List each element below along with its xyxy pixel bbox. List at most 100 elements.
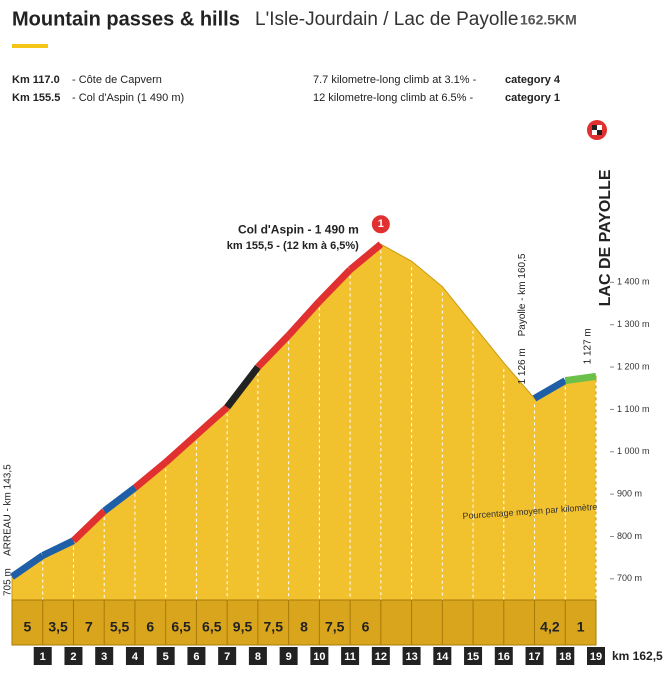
km-tick-box	[341, 647, 360, 665]
km-tick-box	[33, 647, 52, 665]
gradient-segment	[286, 299, 322, 338]
km-tick-box	[494, 647, 513, 665]
km-tick-label: 17	[528, 651, 540, 663]
km-tick-label: 11	[344, 651, 356, 663]
gradient-segment	[132, 459, 168, 491]
km-tick-box	[464, 647, 483, 665]
gradient-label: 8	[300, 619, 308, 635]
km-tick-label: 3	[101, 651, 107, 663]
km-tick-box	[310, 647, 329, 665]
gradient-label: 3,5	[48, 619, 68, 635]
accent-bar	[12, 44, 48, 48]
gradient-label: 9,5	[233, 619, 253, 635]
title: Mountain passes & hills	[12, 8, 240, 30]
finish-flag	[587, 120, 607, 140]
finish-name: LAC DE PAYOLLE	[597, 169, 614, 306]
km-tick-label: 6	[193, 651, 199, 663]
y-tick-label: 1 000 m	[617, 446, 650, 456]
payolle-altitude: 1 126 m	[517, 348, 528, 384]
km-tick-label: 18	[559, 651, 571, 663]
km-tick-box	[279, 647, 298, 665]
summit-name: Col d'Aspin - 1 490 m	[238, 222, 359, 236]
gradient-segment	[102, 484, 138, 514]
gradient-label: 6,5	[202, 619, 222, 635]
km-tick-box	[248, 647, 267, 665]
gradient-segment	[194, 404, 230, 438]
start-name: ARREAU - km 143,5	[3, 464, 14, 556]
km-tick-label: 19	[590, 651, 602, 663]
km-tick-box	[402, 647, 421, 665]
gradient-segment	[41, 537, 75, 559]
finish-altitude: 1 127 m	[583, 328, 594, 364]
km-tick-label: 14	[436, 651, 449, 663]
km-tick-label: 15	[467, 651, 479, 663]
gradient-label: 7	[85, 619, 93, 635]
y-tick-label: 1 400 m	[617, 277, 650, 287]
km-tick-box	[371, 647, 390, 665]
gradient-label: 4,2	[540, 619, 560, 635]
km-tick-label: 9	[286, 651, 292, 663]
km-tick-label: 2	[70, 651, 76, 663]
km-tick-box	[125, 647, 144, 665]
km-tick-box	[218, 647, 237, 665]
gradient-segment	[10, 552, 45, 580]
gradient-segment	[224, 364, 261, 410]
gradient-segment	[316, 267, 353, 304]
profile-base	[11, 599, 597, 646]
km-tick-label: 7	[224, 651, 230, 663]
summit-badge	[369, 213, 392, 236]
climb-desc: 7.7 kilometre-long climb at 3.1% -	[313, 74, 477, 86]
y-tick-label: 700 m	[617, 573, 642, 583]
km-tick-label: 16	[498, 651, 510, 663]
gradient-segment	[255, 332, 292, 370]
summit-km: km 155,5 - (12 km à 6,5%)	[227, 240, 359, 252]
km-tick-box	[156, 647, 175, 665]
km-tick-box	[556, 647, 575, 665]
y-tick-label: 1 300 m	[617, 319, 650, 329]
climb-list: Km 117.0 - Côte de Capvern 7.7 kilometre…	[12, 74, 561, 104]
gradient-label: 6	[362, 619, 370, 635]
climb-desc: 12 kilometre-long climb at 6.5% -	[313, 92, 474, 104]
climb-category: category 4	[505, 74, 561, 86]
km-tick-label: 8	[255, 651, 261, 663]
km-tick-box	[525, 647, 544, 665]
gradient-label: 7,5	[325, 619, 345, 635]
km-tick-box	[433, 647, 452, 665]
gradient-segment	[347, 241, 384, 273]
climb-km: Km 117.0	[12, 74, 60, 86]
y-tick-label: 900 m	[617, 488, 642, 498]
y-tick-label: 1 100 m	[617, 404, 650, 414]
summit-category: 1	[378, 218, 384, 230]
km-tick-label: 12	[375, 651, 387, 663]
gradient-label: 5,5	[110, 619, 130, 635]
gradient-label: 1	[577, 619, 585, 635]
climb-km: Km 155.5	[12, 92, 60, 104]
gradient-segment	[532, 377, 568, 402]
km-tick-box	[64, 647, 83, 665]
gradient-label: 5	[23, 619, 31, 635]
km-tick-label: 5	[163, 651, 169, 663]
finish-km: km 162,5	[612, 649, 663, 663]
gradient-segment	[564, 372, 597, 385]
start-altitude: 705 m	[3, 568, 14, 596]
y-tick-label: 1 200 m	[617, 361, 650, 371]
gradient-label: 7,5	[264, 619, 284, 635]
km-tick-label: 1	[40, 651, 46, 663]
km-tick-label: 13	[405, 651, 417, 663]
gradient-segment	[71, 508, 107, 544]
gradient-label: 6,5	[171, 619, 191, 635]
climb-category: category 1	[505, 92, 560, 104]
km-tick-box	[187, 647, 206, 665]
km-tick-label: 4	[132, 651, 139, 663]
gradient-label: 6	[146, 619, 154, 635]
climb-name: - Col d'Aspin (1 490 m)	[72, 92, 184, 104]
y-tick-label: 800 m	[617, 531, 642, 541]
distance: 162.5KM	[520, 12, 577, 28]
climb-name: - Côte de Capvern	[72, 74, 162, 86]
route: L'Isle-Jourdain / Lac de Payolle	[255, 9, 518, 30]
km-tick-label: 10	[313, 651, 325, 663]
elevation-area	[11, 243, 597, 601]
gradient-segment	[163, 432, 199, 465]
km-tick-box	[587, 647, 605, 665]
